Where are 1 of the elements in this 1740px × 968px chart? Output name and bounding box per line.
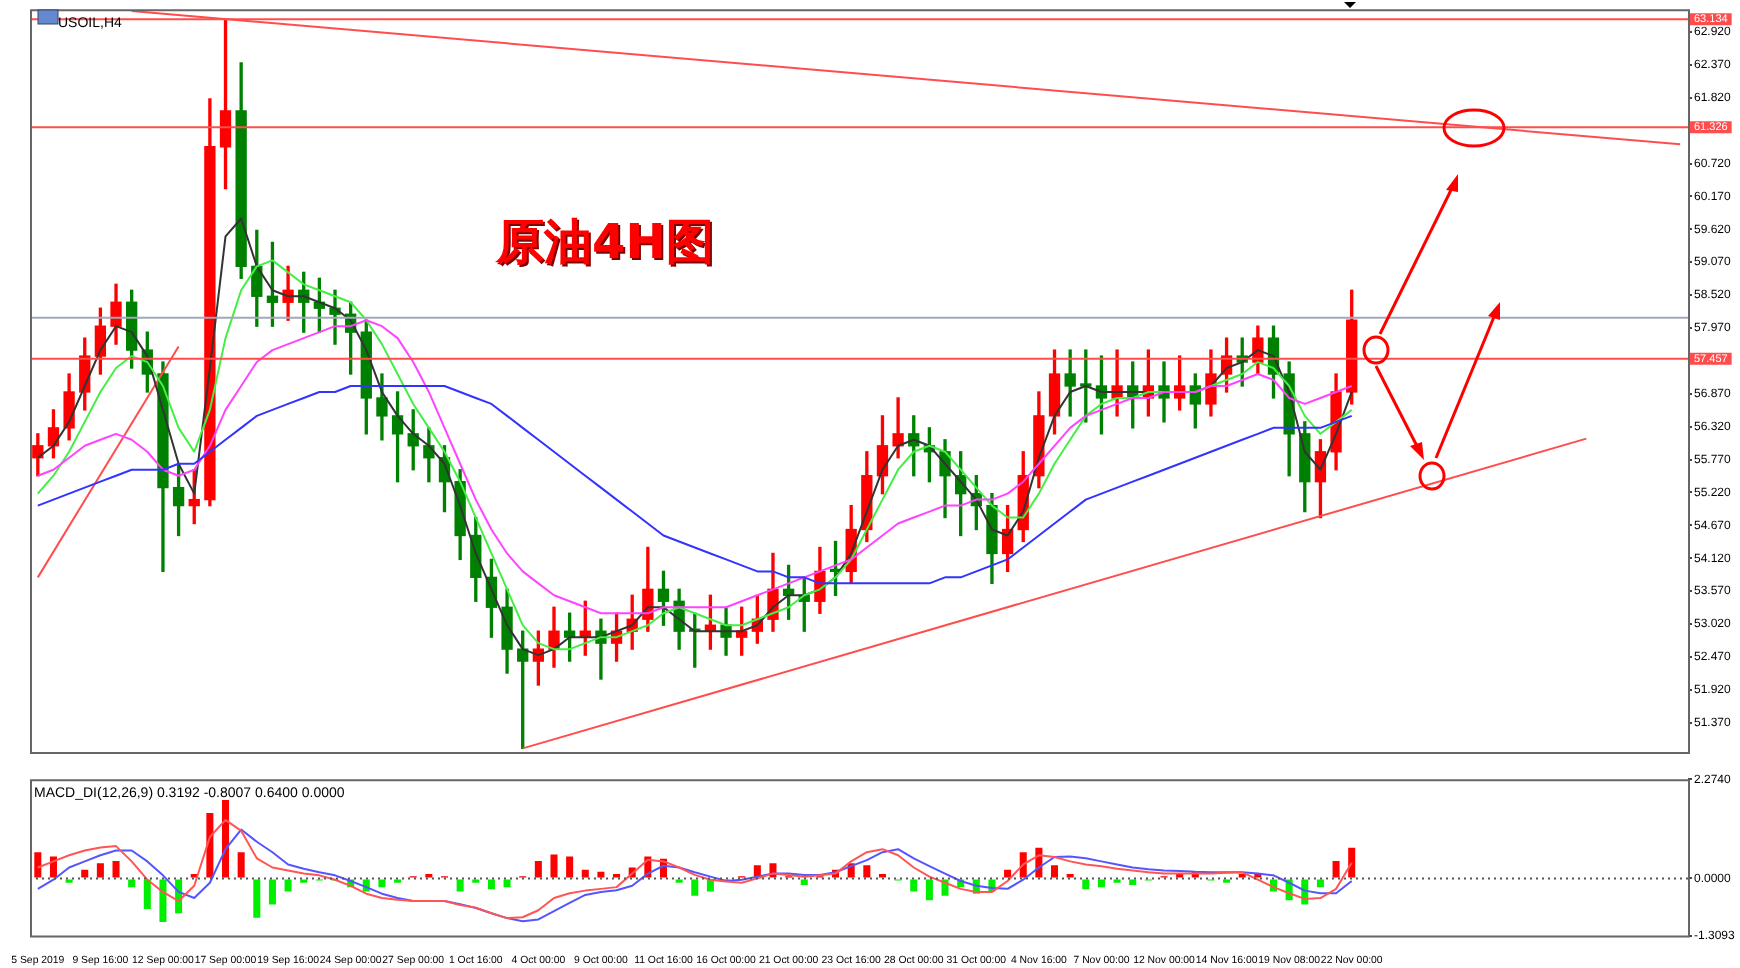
- annotation: 原油4H图: [496, 212, 714, 274]
